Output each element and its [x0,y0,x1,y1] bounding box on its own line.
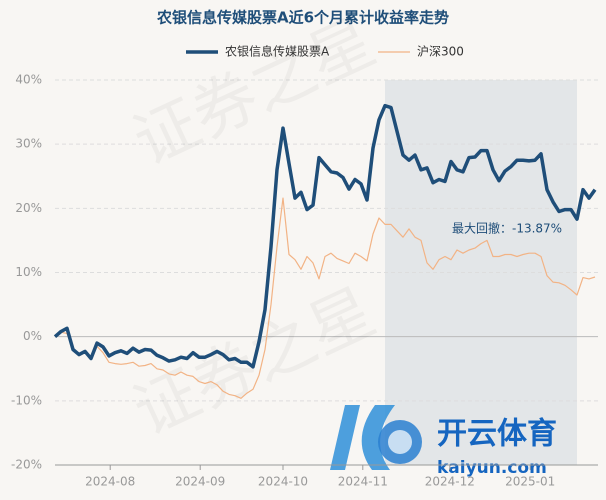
chart-title: 农银信息传媒股票A近6个月累计收益率走势 [156,9,449,27]
logo-ball-inner [388,430,412,454]
series-line [53,103,597,369]
x-tick-label: 2025-01 [505,475,555,489]
series-line [54,197,596,399]
y-tick-label: 30% [15,137,42,151]
logo-k [330,405,395,470]
watermark-url: kaiyun.com [437,458,547,478]
watermark-brand: 开云体育 [437,417,557,452]
x-tick-label: 2024-12 [425,475,475,489]
y-tick-label: 10% [15,265,42,279]
y-tick-label: 40% [15,73,42,87]
y-tick-label: -10% [11,393,42,407]
x-tick-label: 2024-11 [338,475,388,489]
y-tick-label: 0% [23,329,42,343]
legend-label: 农银信息传媒股票A [225,44,330,59]
y-tick-label: -20% [11,458,42,472]
x-tick-label: 2024-10 [258,475,308,489]
y-tick-label: 20% [15,201,42,215]
watermark-text: 证券之星 [123,5,386,180]
legend-label: 沪深300 [417,45,464,59]
x-tick-label: 2024-08 [85,475,135,489]
drawdown-annotation: 最大回撤：-13.87% [452,221,562,236]
x-tick-label: 2024-09 [175,475,225,489]
